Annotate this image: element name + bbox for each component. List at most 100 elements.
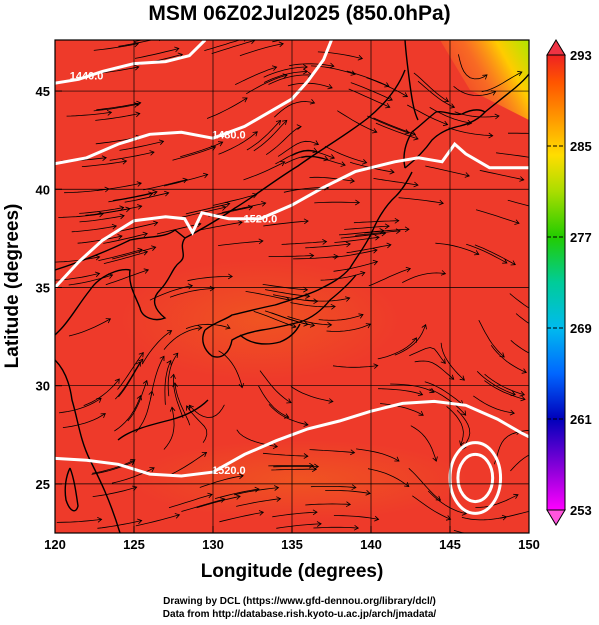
contour-label: 1440.0	[70, 70, 104, 82]
streamline-arrowhead	[323, 155, 329, 162]
streamline-arrowhead	[438, 199, 444, 206]
streamline	[304, 297, 350, 302]
streamline-arrowhead	[227, 273, 233, 280]
streamline	[92, 459, 136, 474]
streamline-arrowhead	[148, 191, 154, 197]
streamline	[320, 272, 365, 281]
streamline-arrowhead	[237, 220, 243, 226]
streamline-arrowhead	[278, 41, 284, 48]
lat-lon-grid	[55, 40, 529, 533]
streamline-arrowhead	[174, 513, 181, 519]
streamline	[368, 268, 411, 287]
streamline-arrowhead	[308, 462, 315, 469]
streamline-arrowhead	[114, 378, 120, 384]
streamline	[481, 71, 523, 93]
streamline	[213, 194, 257, 206]
streamline	[500, 510, 529, 519]
streamline-arrowhead	[149, 467, 155, 473]
streamline-arrowhead	[276, 496, 282, 502]
streamline-arrowhead	[467, 119, 473, 126]
streamline	[79, 207, 124, 214]
height-contour-line	[55, 40, 333, 166]
streamline-arrowhead	[365, 323, 372, 329]
streamline-arrowhead	[303, 453, 309, 459]
streamline	[135, 514, 180, 527]
streamline-arrowhead	[328, 398, 334, 404]
streamline-arrowhead	[252, 131, 258, 137]
streamline-arrowhead	[354, 199, 361, 206]
streamline-arrowhead	[351, 484, 357, 491]
streamline-arrowhead	[410, 130, 417, 136]
streamline-arrowhead	[329, 62, 335, 69]
streamline	[367, 468, 410, 487]
streamline	[263, 66, 308, 78]
warm-patch-south	[130, 440, 470, 520]
streamline-arrowhead	[173, 352, 179, 358]
streamline	[103, 233, 148, 244]
streamline-arrowhead	[374, 515, 380, 522]
streamline-arrowhead	[94, 271, 101, 278]
streamline-arrowhead	[329, 154, 336, 160]
streamline-arrowhead	[435, 495, 442, 501]
streamline-arrowhead	[100, 413, 106, 419]
streamline	[274, 101, 315, 118]
streamline-arrowhead	[138, 351, 144, 358]
streamline	[187, 276, 233, 282]
streamline	[275, 149, 318, 165]
streamline	[262, 452, 308, 457]
streamline-arrowhead	[282, 73, 288, 79]
streamline	[58, 213, 104, 218]
streamline-arrowhead	[536, 156, 540, 161]
streamline	[56, 518, 102, 523]
colorbar-tick-label: 293	[570, 48, 592, 63]
streamline-arrowhead	[158, 139, 165, 145]
streamline-arrowhead	[271, 65, 278, 71]
streamline-arrowhead	[432, 456, 438, 462]
streamline-arrowhead	[148, 390, 155, 396]
streamline-arrowhead	[133, 102, 139, 108]
streamline	[111, 467, 155, 484]
streamline	[496, 152, 529, 158]
streamline-arrowhead	[119, 213, 125, 220]
streamline-arrowhead	[327, 322, 333, 328]
streamline-arrowhead	[138, 358, 144, 364]
streamline-arrowhead	[238, 473, 244, 480]
streamline-arrowhead	[311, 466, 318, 473]
streamline	[167, 352, 179, 397]
streamline-arrowhead	[374, 234, 380, 241]
streamline-arrowhead	[142, 250, 149, 256]
streamline	[115, 361, 141, 400]
streamline-arrowhead	[286, 398, 292, 404]
streamline	[243, 161, 285, 181]
streamline-arrowhead	[429, 387, 435, 394]
streamline-arrowhead	[247, 204, 254, 211]
x-tick-label: 150	[518, 537, 540, 552]
streamline	[338, 230, 384, 236]
streamline-arrowhead	[461, 410, 467, 416]
streamline	[313, 526, 359, 529]
streamline	[62, 413, 106, 428]
streamline-arrowhead	[238, 382, 245, 389]
streamline	[271, 468, 317, 471]
streamline	[108, 193, 153, 203]
streamline-arrowhead	[153, 220, 159, 227]
streamline-arrowhead	[413, 135, 419, 141]
streamline	[124, 192, 169, 203]
streamline-arrowhead	[137, 204, 143, 210]
streamline	[268, 255, 314, 257]
streamline	[236, 429, 278, 448]
streamline	[332, 249, 378, 258]
streamline	[287, 82, 333, 89]
streamline	[424, 381, 464, 406]
streamline	[490, 345, 527, 373]
streamline	[440, 342, 465, 381]
streamline	[284, 155, 329, 164]
colorbar-tick-label: 277	[570, 230, 592, 245]
streamline-arrowhead	[188, 404, 194, 410]
streamline-arrowhead	[389, 168, 395, 175]
streamline-arrowhead	[540, 507, 544, 512]
streamline	[185, 203, 230, 215]
streamline	[263, 220, 309, 227]
x-tick-label: 135	[281, 537, 303, 552]
streamline-arrowhead	[405, 266, 412, 273]
